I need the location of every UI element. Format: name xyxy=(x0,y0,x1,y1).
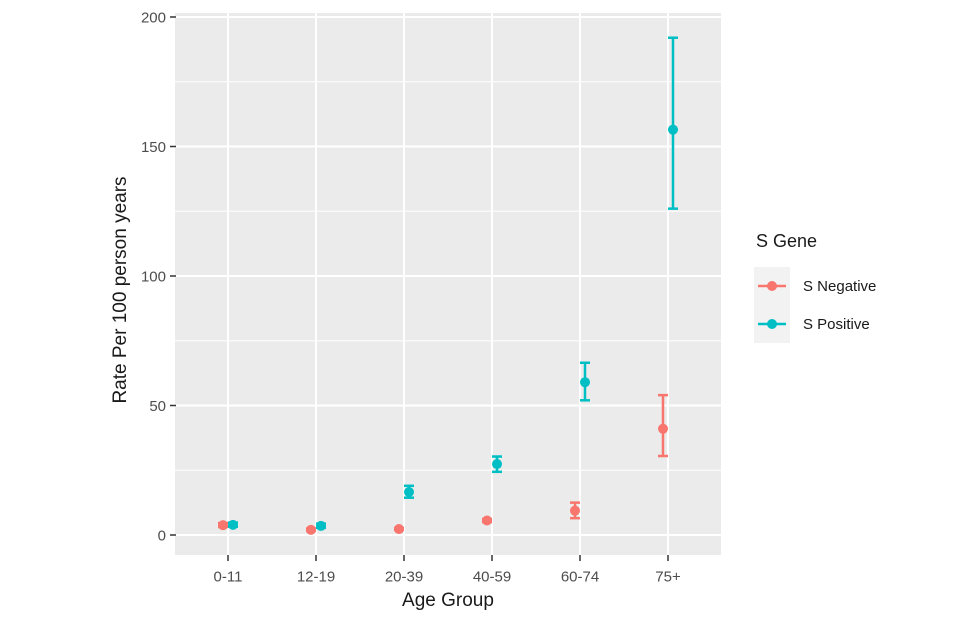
legend-item: S Positive xyxy=(754,305,876,343)
y-tick-label: 100 xyxy=(141,268,166,285)
x-tick-label: 40-59 xyxy=(473,568,511,585)
y-axis-title: Rate Per 100 person years xyxy=(110,176,131,404)
pointrange-glyph-icon xyxy=(758,319,786,329)
data-point xyxy=(580,377,590,388)
legend: S Gene S Negative S Positive xyxy=(754,231,876,343)
legend-item-label: S Positive xyxy=(803,315,870,333)
y-tick-label: 200 xyxy=(141,9,166,26)
data-point xyxy=(658,423,668,434)
data-point xyxy=(492,459,502,470)
legend-title: S Gene xyxy=(756,231,818,251)
data-point xyxy=(482,515,492,526)
x-tick-label: 12-19 xyxy=(297,568,335,585)
data-point xyxy=(668,124,678,135)
legend-items: S Negative S Positive xyxy=(754,267,876,343)
data-point xyxy=(394,524,404,535)
x-axis-title: Age Group xyxy=(402,590,494,611)
data-point xyxy=(218,520,228,531)
y-tick-label: 50 xyxy=(149,398,166,415)
data-point xyxy=(316,520,326,531)
y-tick-label: 0 xyxy=(158,527,166,544)
panel-background xyxy=(175,13,721,555)
x-tick-label: 60-74 xyxy=(561,568,599,585)
legend-item: S Negative xyxy=(754,267,876,305)
legend-key-swatch xyxy=(754,267,790,305)
data-point xyxy=(570,505,580,516)
x-tick-label: 75+ xyxy=(655,568,681,585)
x-tick-label: 0-11 xyxy=(214,568,243,585)
pointrange-glyph-icon xyxy=(758,281,786,291)
data-point xyxy=(404,487,414,498)
legend-item-label: S Negative xyxy=(803,277,877,295)
y-tick-label: 150 xyxy=(141,139,166,156)
data-point xyxy=(228,519,238,530)
x-tick-label: 20-39 xyxy=(385,568,423,585)
legend-key-swatch xyxy=(754,305,790,343)
data-point xyxy=(306,524,316,535)
